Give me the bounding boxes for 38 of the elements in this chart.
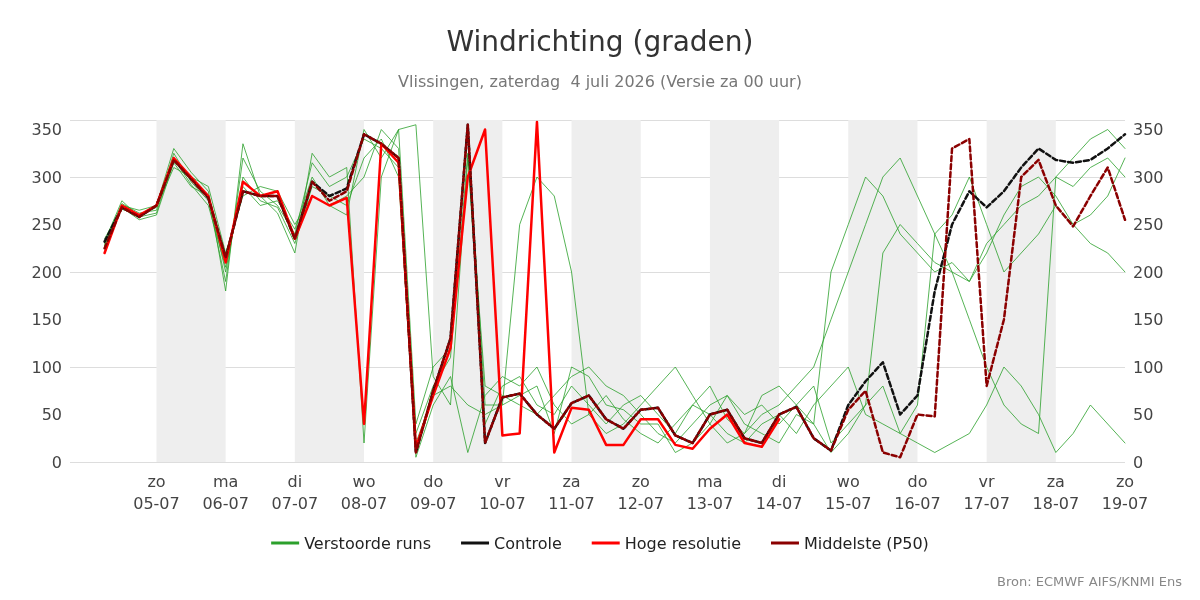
legend-label: Verstoorde runs bbox=[304, 533, 432, 553]
chart-title: Windrichting (graden) bbox=[446, 24, 754, 58]
x-tick-label: zo 05-07 bbox=[133, 471, 180, 513]
x-tick-label: do 16-07 bbox=[894, 471, 941, 513]
y-tick-label: 0 bbox=[51, 452, 62, 472]
y-tick-label: 100 bbox=[31, 357, 62, 377]
x-tick-label: wo 15-07 bbox=[825, 471, 872, 513]
y-tick-label: 200 bbox=[31, 262, 62, 282]
x-tick-label: di 14-07 bbox=[755, 471, 803, 513]
y2-tick-label: 350 bbox=[1133, 120, 1164, 139]
legend-label: Controle bbox=[494, 533, 562, 553]
y2-tick-label: 50 bbox=[1133, 405, 1154, 424]
x-tick-label: za 11-07 bbox=[548, 471, 595, 513]
y2-tick-label: 250 bbox=[1133, 215, 1164, 234]
y-tick-label: 350 bbox=[31, 120, 62, 139]
x-tick-label: di 07-07 bbox=[271, 471, 319, 513]
y2-tick-label: 150 bbox=[1133, 310, 1164, 329]
x-tick-label: zo 12-07 bbox=[617, 471, 664, 513]
y2-tick-label: 300 bbox=[1133, 167, 1164, 187]
y2-tick-label: 100 bbox=[1133, 357, 1164, 377]
y2-tick-label: 200 bbox=[1133, 262, 1164, 282]
legend-label: Hoge resolutie bbox=[624, 533, 741, 553]
x-tick-label: ma 06-07 bbox=[202, 471, 249, 513]
chart-subtitle: Vlissingen, zaterdag 4 juli 2026 (Versie za 00 uur) bbox=[398, 71, 802, 91]
y-tick-label: 50 bbox=[41, 405, 62, 424]
x-tick-label: vr 17-07 bbox=[963, 471, 1010, 513]
x-tick-label: wo 08-07 bbox=[340, 471, 388, 513]
x-tick-label: vr 10-07 bbox=[479, 471, 526, 513]
y2-tick-label: 0 bbox=[1133, 452, 1144, 472]
legend-label: Middelste (P50) bbox=[803, 533, 929, 553]
y-tick-label: 300 bbox=[31, 167, 62, 187]
x-tick-label: zo 19-07 bbox=[1101, 471, 1149, 513]
y-tick-label: 250 bbox=[31, 215, 62, 234]
x-tick-label: za 18-07 bbox=[1032, 471, 1080, 513]
x-tick-label: do 09-07 bbox=[409, 471, 457, 513]
text: Bron: ECMWF AIFS/KNMI Ens bbox=[997, 574, 1183, 589]
x-tick-label: ma 13-07 bbox=[686, 471, 734, 513]
y-tick-label: 150 bbox=[31, 310, 62, 329]
